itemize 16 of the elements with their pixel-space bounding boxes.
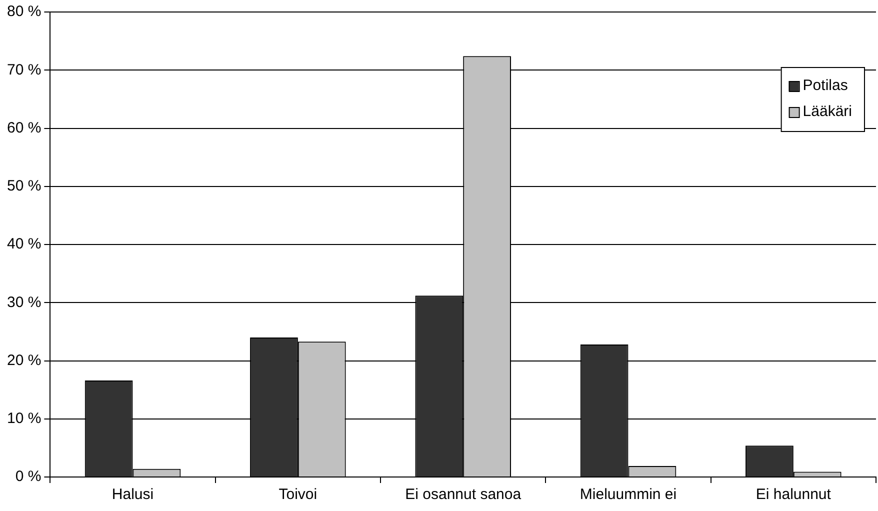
- x-tick-label: Halusi: [112, 486, 154, 504]
- legend-label: Lääkäri: [802, 103, 852, 120]
- x-tick-label: Mieluummin ei: [580, 486, 677, 504]
- y-tick-label: 10 %: [6, 410, 42, 428]
- y-tick-label: 0 %: [15, 468, 42, 486]
- legend-label: Potilas: [802, 77, 848, 94]
- y-tick-label: 80 %: [6, 3, 42, 20]
- y-tick-label: 20 %: [6, 352, 42, 369]
- y-tick-label: 40 %: [6, 236, 42, 253]
- x-tick-label: Toivoi: [278, 486, 318, 504]
- x-tick-label: Ei osannut sanoa: [405, 486, 522, 504]
- y-tick-label: 60 %: [6, 119, 42, 136]
- y-tick-label: 70 %: [6, 61, 42, 78]
- y-tick-label: 50 %: [6, 178, 42, 195]
- y-tick-label: 30 %: [6, 294, 42, 311]
- x-tick-label: Ei halunnut: [756, 486, 832, 504]
